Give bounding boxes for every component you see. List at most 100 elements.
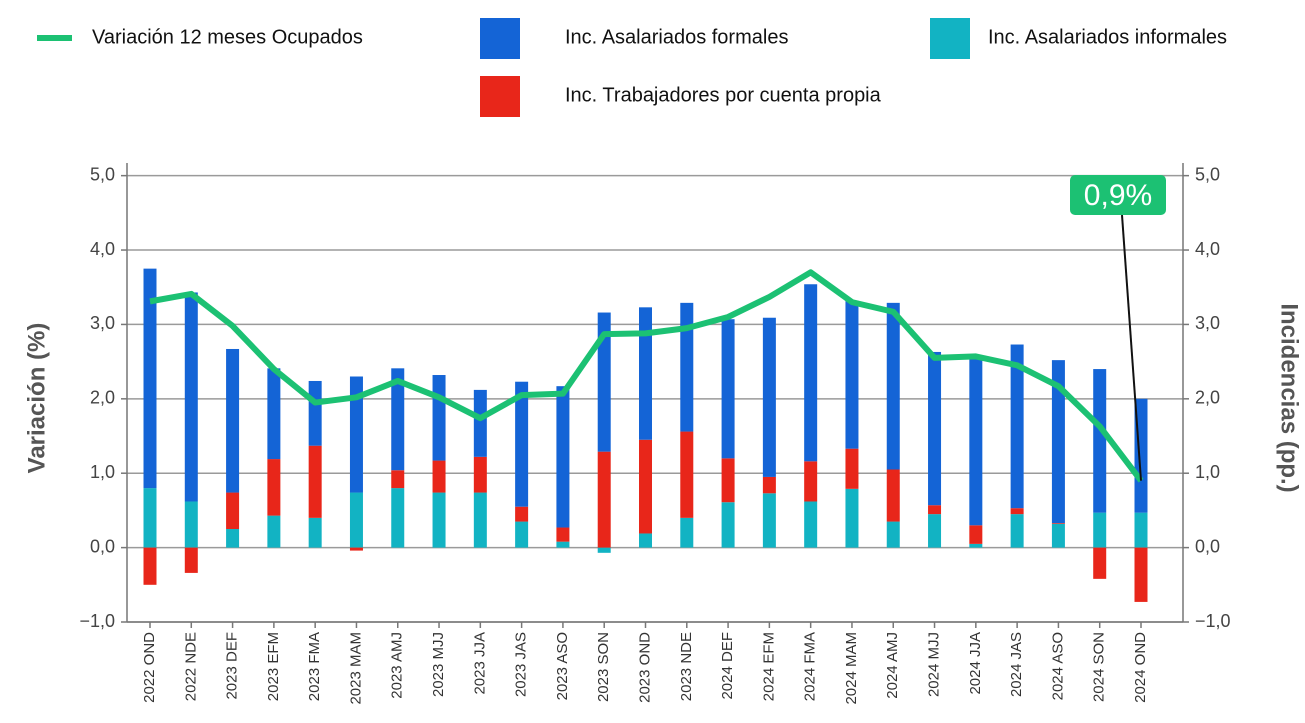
bar [762, 476, 776, 494]
bar [432, 460, 446, 493]
x-tick-label: 2023 OND [636, 632, 653, 703]
y-tick-label: 4,0 [90, 239, 115, 259]
bar [1010, 514, 1024, 548]
x-tick-label: 2023 JJA [471, 632, 488, 695]
bar [721, 319, 735, 459]
bar [928, 505, 942, 515]
y2-axis-title: Incidencias (pp.) [1276, 303, 1303, 492]
legend-swatch [480, 18, 520, 59]
x-tick-label: 2022 OND [141, 632, 158, 703]
bar [597, 451, 611, 548]
bar [1134, 547, 1148, 602]
bar [226, 348, 240, 493]
bar [928, 514, 942, 548]
bar [308, 445, 322, 518]
bar [1010, 344, 1024, 509]
bar [143, 268, 157, 489]
bar [969, 525, 983, 544]
bar [1051, 523, 1065, 548]
x-tick-label: 2022 NDE [182, 632, 199, 701]
x-tick-label: 2024 ASO [1049, 632, 1066, 700]
bar [267, 459, 281, 516]
bar [184, 547, 198, 573]
bar [391, 470, 405, 489]
legend-label: Inc. Asalariados informales [988, 26, 1227, 48]
y2-tick-label: 5,0 [1195, 164, 1220, 184]
bar [184, 292, 198, 502]
bar [804, 501, 818, 548]
bar [969, 543, 983, 548]
y2-tick-label: 2,0 [1195, 388, 1220, 408]
bar [349, 376, 363, 493]
bar [556, 541, 570, 548]
x-tick-label: 2024 DEF [719, 632, 736, 700]
bar [1134, 512, 1148, 548]
bar [928, 351, 942, 506]
bar [680, 517, 694, 548]
bar [1093, 369, 1107, 513]
x-tick-label: 2023 JAS [513, 632, 530, 697]
x-tick-label: 2023 NDE [678, 632, 695, 701]
x-tick-label: 2023 DEF [224, 632, 241, 700]
bar [432, 375, 446, 461]
y-tick-label: 3,0 [90, 313, 115, 333]
y-axis-title: Variación (%) [23, 323, 50, 474]
bar [515, 381, 529, 507]
bar [515, 506, 529, 522]
y2-tick-label: 1,0 [1195, 462, 1220, 482]
x-tick-label: 2024 AMJ [884, 632, 901, 699]
legend-swatch [930, 18, 970, 59]
bar [804, 284, 818, 462]
bar [267, 368, 281, 460]
bar [886, 521, 900, 548]
y-tick-label: 1,0 [90, 462, 115, 482]
x-tick-label: 2024 EFM [760, 632, 777, 701]
x-tick-label: 2024 SON [1091, 632, 1108, 702]
y-tick-label: 2,0 [90, 388, 115, 408]
bar [721, 458, 735, 503]
bar [473, 456, 487, 493]
annotation-pointer [1121, 214, 1142, 481]
x-tick-label: 2024 MJJ [926, 632, 943, 697]
bar [1093, 512, 1107, 548]
bar [886, 302, 900, 470]
x-tick-label: 2024 JJA [967, 632, 984, 695]
y-tick-label: −1,0 [79, 611, 115, 631]
y-tick-label: 5,0 [90, 164, 115, 184]
bar [639, 533, 652, 548]
x-tick-label: 2023 SON [595, 632, 612, 702]
x-tick-label: 2024 FMA [802, 632, 819, 701]
x-tick-label: 2023 AMJ [389, 632, 406, 699]
bar [762, 493, 776, 548]
bar [556, 527, 570, 542]
bar [845, 488, 859, 548]
bar [845, 300, 859, 449]
legend-label: Inc. Trabajadores por cuenta propia [565, 84, 882, 106]
bar [556, 386, 570, 528]
x-tick-label: 2023 MJJ [430, 632, 447, 697]
bar [308, 380, 322, 446]
y2-tick-label: 4,0 [1195, 239, 1220, 259]
bar [639, 307, 652, 440]
bar [226, 529, 240, 548]
bar [349, 547, 363, 551]
bar [1010, 508, 1024, 515]
bar [308, 517, 322, 548]
y2-tick-label: −1,0 [1195, 611, 1231, 631]
bar [597, 547, 611, 553]
y2-tick-label: 0,0 [1195, 536, 1220, 556]
bar [143, 488, 157, 548]
bar [680, 302, 694, 432]
x-tick-label: 2024 JAS [1008, 632, 1025, 697]
x-tick-label: 2023 ASO [554, 632, 571, 700]
bar [597, 312, 611, 452]
legend-swatch [480, 76, 520, 117]
y-tick-label: 0,0 [90, 536, 115, 556]
bar [1051, 360, 1065, 524]
x-tick-label: 2023 MAM [347, 632, 364, 705]
bar [473, 492, 487, 548]
legend-label: Variación 12 meses Ocupados [92, 26, 363, 48]
bar [432, 492, 446, 548]
line-series [149, 269, 1144, 483]
